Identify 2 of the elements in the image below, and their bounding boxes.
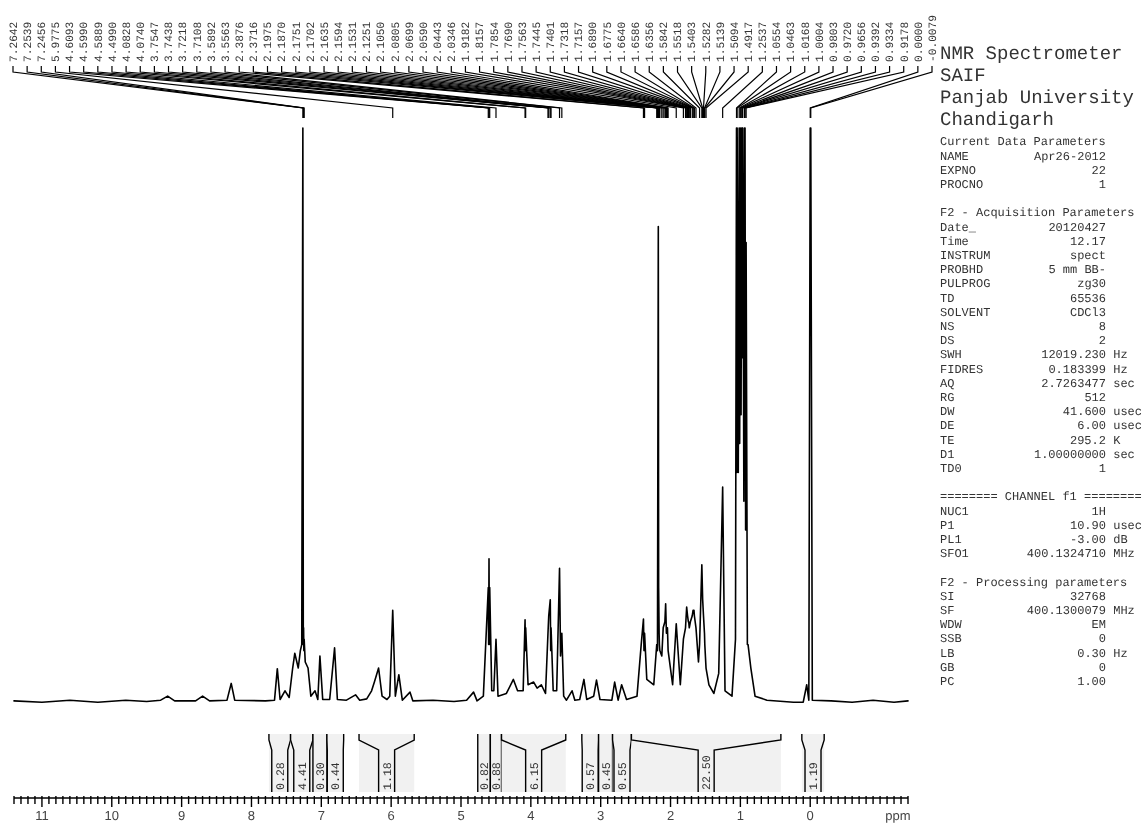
text: SAIF Panjab University Chandigarh xyxy=(940,65,1135,131)
text: NMR Spectrometer xyxy=(940,43,1123,65)
